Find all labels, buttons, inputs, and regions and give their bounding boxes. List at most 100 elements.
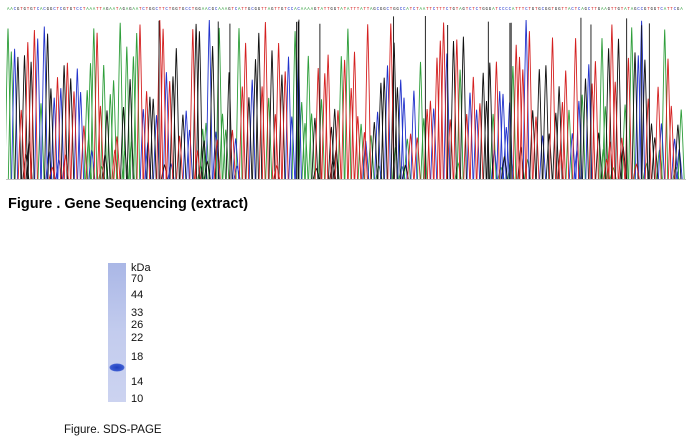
svg-text:G: G	[314, 8, 317, 12]
svg-text:A: A	[93, 8, 96, 12]
svg-text:C: C	[446, 8, 449, 12]
svg-text:T: T	[611, 8, 614, 12]
svg-text:A: A	[604, 8, 607, 12]
svg-text:G: G	[50, 8, 53, 12]
svg-text:A: A	[423, 8, 426, 12]
svg-text:T: T	[73, 8, 76, 12]
svg-text:G: G	[373, 8, 376, 12]
svg-text:C: C	[571, 8, 574, 12]
svg-text:A: A	[202, 8, 205, 12]
svg-text:A: A	[40, 8, 43, 12]
svg-text:G: G	[462, 8, 465, 12]
svg-text:T: T	[575, 8, 578, 12]
svg-text:C: C	[189, 8, 192, 12]
svg-text:T: T	[169, 8, 172, 12]
svg-text:T: T	[162, 8, 165, 12]
marker-44-label: 44	[131, 289, 144, 301]
svg-text:G: G	[258, 8, 261, 12]
svg-text:T: T	[436, 8, 439, 12]
svg-text:C: C	[387, 8, 390, 12]
svg-text:G: G	[182, 8, 185, 12]
svg-text:G: G	[255, 8, 258, 12]
marker-33-label: 33	[131, 307, 144, 319]
svg-text:G: G	[281, 8, 284, 12]
svg-text:T: T	[594, 8, 597, 12]
svg-text:G: G	[70, 8, 73, 12]
svg-text:G: G	[634, 8, 637, 12]
svg-text:T: T	[139, 8, 142, 12]
svg-text:A: A	[601, 8, 604, 12]
trace-t	[17, 19, 675, 180]
marker-22-label: 22	[131, 332, 144, 344]
svg-text:C: C	[37, 8, 40, 12]
sequencing-figure-title: Figure . Gene Sequencing (extract)	[8, 196, 249, 212]
svg-text:C: C	[215, 8, 218, 12]
svg-text:T: T	[99, 8, 102, 12]
svg-text:C: C	[588, 8, 591, 12]
svg-text:T: T	[515, 8, 518, 12]
svg-text:G: G	[608, 8, 611, 12]
svg-text:A: A	[238, 8, 241, 12]
svg-text:T: T	[231, 8, 234, 12]
svg-text:T: T	[426, 8, 429, 12]
svg-text:C: C	[43, 8, 46, 12]
svg-text:T: T	[416, 8, 419, 12]
svg-text:T: T	[410, 8, 413, 12]
svg-text:G: G	[24, 8, 27, 12]
svg-text:G: G	[393, 8, 396, 12]
svg-text:A: A	[7, 8, 10, 12]
svg-text:T: T	[472, 8, 475, 12]
svg-text:T: T	[324, 8, 327, 12]
svg-text:T: T	[33, 8, 36, 12]
svg-text:C: C	[165, 8, 168, 12]
svg-text:T: T	[535, 8, 538, 12]
tall-g-peaks	[158, 16, 650, 179]
svg-text:C: C	[469, 8, 472, 12]
svg-text:C: C	[156, 8, 159, 12]
svg-text:G: G	[548, 8, 551, 12]
svg-text:A: A	[581, 8, 584, 12]
svg-text:C: C	[400, 8, 403, 12]
svg-text:T: T	[179, 8, 182, 12]
svg-text:G: G	[618, 8, 621, 12]
svg-text:T: T	[264, 8, 267, 12]
svg-text:T: T	[495, 8, 498, 12]
svg-text:T: T	[363, 8, 366, 12]
svg-text:G: G	[195, 8, 198, 12]
svg-text:C: C	[53, 8, 56, 12]
svg-text:T: T	[466, 8, 469, 12]
svg-text:C: C	[14, 8, 17, 12]
svg-text:G: G	[545, 8, 548, 12]
svg-text:G: G	[644, 8, 647, 12]
svg-text:A: A	[10, 8, 13, 12]
svg-text:T: T	[479, 8, 482, 12]
svg-text:C: C	[674, 8, 677, 12]
svg-text:C: C	[476, 8, 479, 12]
svg-text:G: G	[380, 8, 383, 12]
svg-text:T: T	[657, 8, 660, 12]
svg-text:A: A	[311, 8, 314, 12]
svg-text:T: T	[274, 8, 277, 12]
svg-text:C: C	[185, 8, 188, 12]
svg-text:T: T	[245, 8, 248, 12]
svg-text:A: A	[492, 8, 495, 12]
svg-text:T: T	[278, 8, 281, 12]
svg-text:C: C	[235, 8, 238, 12]
svg-text:G: G	[106, 8, 109, 12]
svg-text:A: A	[568, 8, 571, 12]
svg-text:C: C	[578, 8, 581, 12]
svg-text:T: T	[522, 8, 525, 12]
svg-text:T: T	[20, 8, 23, 12]
svg-text:G: G	[532, 8, 535, 12]
svg-text:G: G	[271, 8, 274, 12]
svg-text:A: A	[664, 8, 667, 12]
svg-text:C: C	[660, 8, 663, 12]
svg-text:A: A	[304, 8, 307, 12]
svg-text:A: A	[225, 8, 228, 12]
svg-text:T: T	[670, 8, 673, 12]
svg-text:T: T	[591, 8, 594, 12]
svg-text:A: A	[340, 8, 343, 12]
svg-text:A: A	[347, 8, 350, 12]
svg-text:T: T	[337, 8, 340, 12]
svg-text:C: C	[509, 8, 512, 12]
